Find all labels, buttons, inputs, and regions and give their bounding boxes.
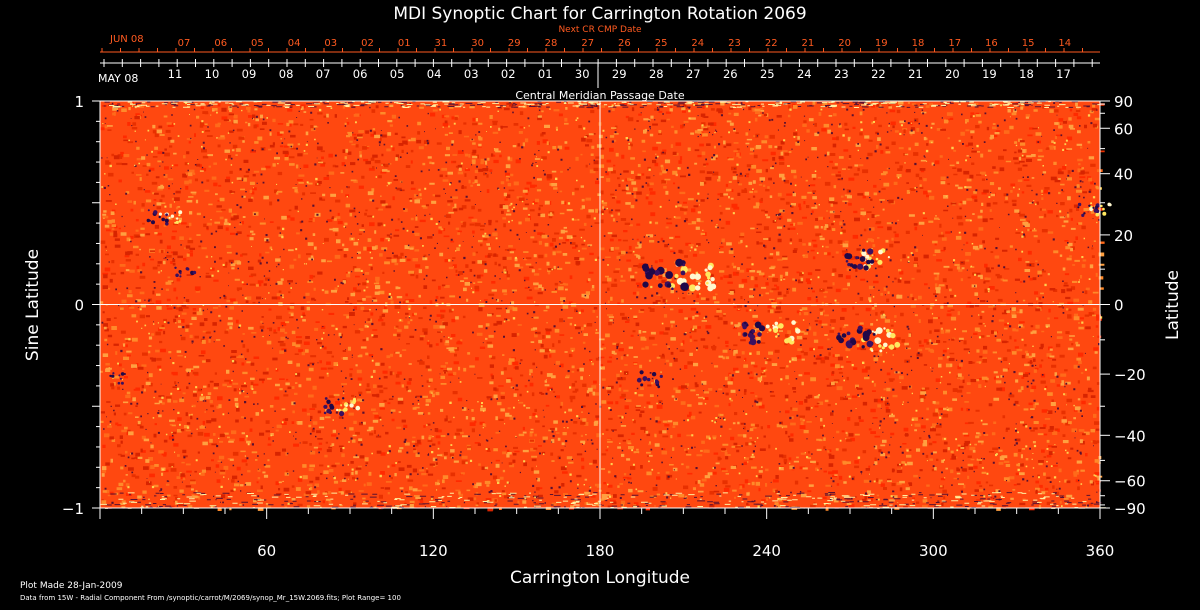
y-axis-left-label: Sine Latitude — [23, 249, 43, 361]
active-region-1 — [641, 258, 717, 292]
top-inner-tick-label: 19 — [982, 67, 997, 81]
x-tick-label: 60 — [257, 542, 276, 560]
top-inner-tick-label: 11 — [168, 67, 183, 81]
active-region-3 — [741, 320, 801, 346]
chart-title: MDI Synoptic Chart for Carrington Rotati… — [393, 4, 806, 24]
top-outer-tick-label: 03 — [324, 38, 337, 49]
top-outer-tick-label: 19 — [875, 38, 888, 49]
top-inner-tick-label: 30 — [575, 67, 590, 81]
top-inner-tick-label: 06 — [353, 67, 368, 81]
top-inner-tick-label: 18 — [1019, 67, 1034, 81]
y-right-tick-label: 60 — [1114, 120, 1133, 138]
active-region-8 — [174, 266, 197, 278]
top-inner-tick-label: 17 — [1056, 67, 1071, 81]
top-inner-tick-label: 01 — [538, 67, 553, 81]
top-inner-tick-label: 10 — [205, 67, 220, 81]
crosshair — [100, 101, 1100, 508]
y-right-tick-label: −20 — [1114, 366, 1146, 384]
x-tick-label: 180 — [586, 542, 615, 560]
top-inner-tick-label: 20 — [945, 67, 960, 81]
top-inner-tick-label: 04 — [427, 67, 442, 81]
top-axis-inner-month: MAY 08 — [98, 72, 138, 85]
y-right-tick-label: 40 — [1114, 166, 1133, 184]
y-left-tick-label: 1 — [74, 93, 84, 111]
top-outer-tick-label: 26 — [618, 38, 631, 49]
top-outer-tick-label: 22 — [765, 38, 778, 49]
y-right-tick-label: 20 — [1114, 227, 1133, 245]
top-outer-tick-label: 29 — [508, 38, 521, 49]
top-inner-tick-label: 28 — [649, 67, 664, 81]
x-tick-label: 360 — [1086, 542, 1115, 560]
active-region-7 — [146, 209, 183, 226]
y-right-tick-label: 90 — [1114, 93, 1133, 111]
top-inner-tick-label: 05 — [390, 67, 405, 81]
top-inner-tick-label: 21 — [908, 67, 923, 81]
top-inner-tick-label: 25 — [760, 67, 775, 81]
top-outer-tick-label: 23 — [728, 38, 741, 49]
y-right-tick-label: 0 — [1114, 297, 1124, 315]
top-outer-tick-label: 17 — [948, 38, 961, 49]
x-tick-label: 120 — [419, 542, 448, 560]
top-inner-tick-label: 03 — [464, 67, 479, 81]
top-inner-tick-label: 26 — [723, 67, 738, 81]
top-inner-tick-label: 02 — [501, 67, 516, 81]
plot-area — [99, 100, 1112, 512]
top-outer-tick-label: 07 — [178, 38, 191, 49]
y-right-tick-label: −90 — [1114, 500, 1146, 518]
top-outer-tick-label: 25 — [655, 38, 668, 49]
top-outer-tick-label: 01 — [398, 38, 411, 49]
y-right-tick-label: −40 — [1114, 427, 1146, 445]
active-region-9 — [1077, 202, 1112, 217]
y-axis-right-label: Latitude — [1163, 270, 1183, 340]
x-tick-label: 300 — [919, 542, 948, 560]
top-inner-tick-label: 07 — [316, 67, 331, 81]
y-right-tick-label: −60 — [1114, 473, 1146, 491]
top-outer-tick-label: 02 — [361, 38, 374, 49]
top-axis-outer-month: JUN 08 — [109, 34, 144, 45]
x-axis: 60 120 180 240 300 360 — [99, 508, 1115, 560]
top-outer-tick-label: 04 — [288, 38, 301, 49]
top-axis-inner-label: Central Meridian Passage Date — [515, 89, 684, 102]
top-axis-outer-label: Next CR CMP Date — [558, 25, 642, 35]
x-axis-label: Carrington Longitude — [510, 568, 690, 588]
top-axis-cmp: MAY 08 Central Meridian Passage Date 11 1… — [98, 59, 1100, 102]
top-axis-next-cr: Next CR CMP Date JUN 08 07 06 05 04 03 02 01 31… — [100, 25, 1100, 53]
y-axis-left: −1 0 1 — [62, 93, 100, 518]
magnetogram-texture — [100, 101, 1106, 512]
top-outer-tick-label: 14 — [1058, 38, 1071, 49]
plot-made-date: Plot Made 28-Jan-2009 — [20, 581, 123, 591]
top-inner-tick-label: 09 — [242, 67, 257, 81]
active-region-2 — [844, 248, 891, 271]
top-outer-tick-label: 24 — [691, 38, 704, 49]
top-inner-tick-label: 24 — [797, 67, 812, 81]
top-outer-tick-label: 18 — [912, 38, 925, 49]
top-outer-tick-label: 20 — [838, 38, 851, 49]
y-axis-right: −90 −60 −40 −20 0 20 40 60 90 — [1100, 93, 1146, 518]
active-regions — [109, 202, 1112, 417]
top-outer-tick-label: 27 — [581, 38, 594, 49]
top-inner-tick-label: 27 — [686, 67, 701, 81]
active-region-5 — [636, 370, 663, 389]
data-source-note: Data from 15W - Radial Component From /s… — [20, 594, 401, 602]
y-left-tick-label: −1 — [62, 500, 84, 518]
active-region-6 — [323, 397, 361, 417]
active-region-4 — [836, 325, 901, 353]
y-left-tick-label: 0 — [74, 297, 84, 315]
active-region-10 — [109, 372, 126, 385]
top-inner-tick-label: 23 — [834, 67, 849, 81]
top-outer-tick-label: 28 — [545, 38, 558, 49]
texture-layer-4 — [100, 101, 1100, 512]
top-outer-tick-label: 30 — [471, 38, 484, 49]
top-outer-tick-label: 06 — [214, 38, 227, 49]
top-outer-tick-label: 31 — [435, 38, 448, 49]
top-inner-tick-label: 22 — [871, 67, 886, 81]
top-outer-tick-label: 15 — [1022, 38, 1035, 49]
top-inner-tick-label: 29 — [612, 67, 627, 81]
top-outer-tick-label: 21 — [802, 38, 815, 49]
top-outer-tick-label: 05 — [251, 38, 264, 49]
top-outer-tick-label: 16 — [985, 38, 998, 49]
top-inner-tick-label: 08 — [279, 67, 294, 81]
x-tick-label: 240 — [752, 542, 781, 560]
